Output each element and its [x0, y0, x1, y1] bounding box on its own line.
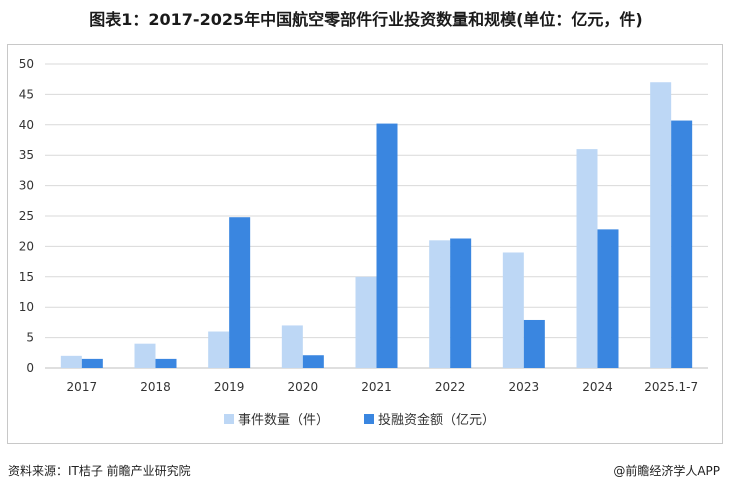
bar-event-count [429, 240, 451, 368]
bar-event-count [355, 276, 377, 368]
y-tick-label: 45 [19, 87, 34, 101]
x-tick-label: 2024 [582, 380, 613, 394]
x-tick-label: 2019 [214, 380, 245, 394]
bar-event-count [60, 355, 82, 368]
x-tick-label: 2018 [140, 380, 171, 394]
y-tick-label: 25 [19, 209, 34, 223]
bar-event-count [134, 343, 156, 368]
chart-frame [7, 44, 723, 444]
bar-investment-amount [671, 120, 693, 368]
y-tick-label: 30 [19, 179, 34, 193]
legend-item-investment-amount-swatch [364, 414, 374, 424]
bar-investment-amount [302, 355, 324, 368]
bar-investment-amount [229, 217, 251, 368]
bar-investment-amount [450, 238, 472, 368]
chart-title: 图表1：2017-2025年中国航空零部件行业投资数量和规模(单位：亿元，件) [89, 10, 643, 29]
y-tick-label: 15 [19, 270, 34, 284]
x-tick-label: 2021 [361, 380, 392, 394]
source-note: 资料来源：IT桔子 前瞻产业研究院 [8, 464, 191, 478]
y-tick-label: 10 [19, 300, 34, 314]
x-tick-label: 2022 [435, 380, 466, 394]
brand-label: @前瞻经济学人APP [613, 464, 720, 478]
bar-event-count [208, 331, 230, 368]
bar-event-count [650, 82, 672, 369]
bar-investment-amount [155, 358, 177, 368]
bar-investment-amount [523, 319, 545, 368]
x-tick-label: 2017 [67, 380, 98, 394]
y-tick-label: 35 [19, 148, 34, 162]
legend-item-event-count-swatch [224, 414, 234, 424]
bar-investment-amount [597, 229, 619, 368]
y-tick-label: 40 [19, 118, 34, 132]
y-tick-label: 0 [26, 361, 34, 375]
x-tick-label: 2025.1-7 [644, 380, 698, 394]
bar-event-count [281, 325, 303, 368]
y-tick-label: 50 [19, 57, 34, 71]
x-tick-label: 2023 [509, 380, 540, 394]
legend-item-event-count: 事件数量（件） [238, 413, 329, 428]
bar-event-count [502, 252, 524, 368]
y-tick-label: 5 [26, 331, 34, 345]
bar-investment-amount [376, 123, 398, 368]
legend-item-investment-amount: 投融资金额（亿元） [378, 412, 495, 428]
x-tick-label: 2020 [288, 380, 319, 394]
y-tick-label: 20 [19, 239, 34, 253]
bar-event-count [576, 149, 598, 368]
bar-investment-amount [81, 358, 103, 368]
